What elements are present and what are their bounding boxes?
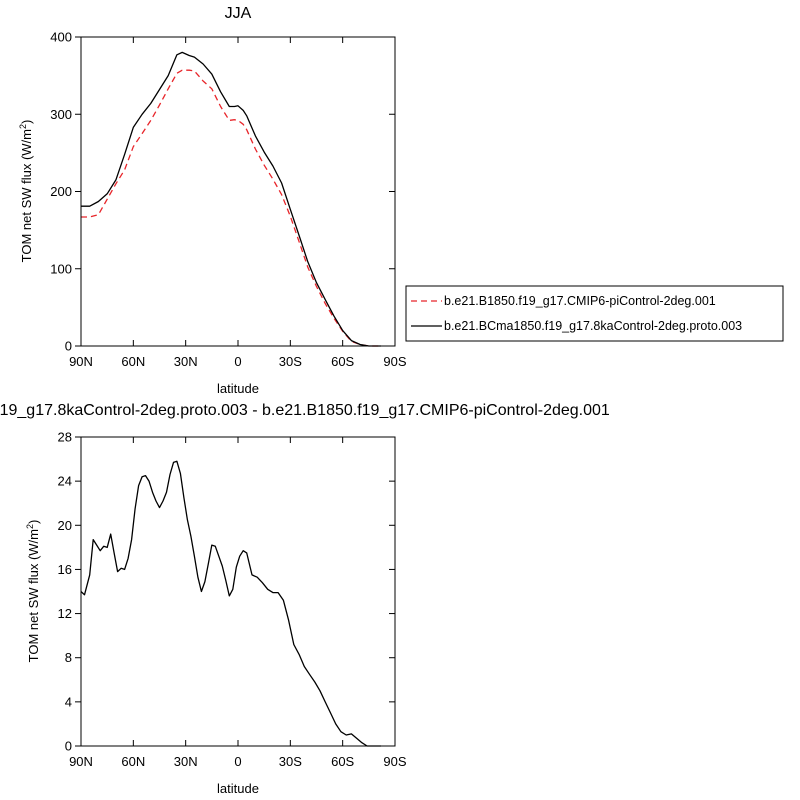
bottom-x-tick-label: 30S (279, 754, 302, 769)
top-x-tick-label: 60N (121, 354, 145, 369)
bottom-x-tick-label: 90N (69, 754, 93, 769)
bottom-y-axis-label-sup: 2 (25, 524, 35, 529)
bottom-x-tick-label: 60N (121, 754, 145, 769)
top-y-tick-label: 0 (65, 339, 72, 354)
top-x-tick-label: 90S (383, 354, 406, 369)
legend-label-series-2: b.e21.BCma1850.f19_g17.8kaControl-2deg.p… (444, 319, 742, 333)
top-y-axis-label-sup: 2 (18, 124, 28, 129)
top-y-tick-label: 400 (50, 30, 72, 45)
legend-label-series-1: b.e21.B1850.f19_g17.CMIP6-piControl-2deg… (444, 294, 716, 308)
top-panel: JJA 90N 60N 30N 0 30S 60S 90S 0 100 200 300 400 lat… (18, 5, 784, 396)
top-y-tick-label: 200 (50, 184, 72, 199)
bottom-x-axis-label: latitude (217, 781, 259, 796)
bottom-x-tick-label: 30N (174, 754, 198, 769)
top-plot-frame (80, 36, 396, 347)
top-x-tick-label: 0 (234, 354, 241, 369)
bottom-y-tick-label: 0 (65, 739, 72, 754)
bottom-y-tick-label: 16 (58, 562, 72, 577)
top-chart-title: JJA (225, 5, 252, 22)
bottom-y-tick-label: 28 (58, 430, 72, 445)
bottom-x-tick-label: 90S (383, 754, 406, 769)
bottom-series-group (80, 460, 381, 747)
legend: b.e21.B1850.f19_g17.CMIP6-piControl-2deg… (405, 285, 784, 342)
bottom-y-axis-label-end: ) (26, 520, 41, 524)
top-y-axis-label: TOM net SW flux (W/m2) (18, 120, 34, 263)
bottom-y-tick-label: 4 (65, 694, 72, 709)
bottom-series-line-1 (80, 460, 381, 747)
top-series-line-1 (81, 69, 381, 347)
bottom-axis-ticks: 90N 60N 30N 0 30S 60S 90S 0 4 8 12 16 20 24 28 (58, 430, 407, 770)
bottom-x-tick-label: 60S (331, 754, 354, 769)
bottom-plot-frame (80, 436, 396, 747)
bottom-y-tick-label: 8 (65, 650, 72, 665)
bottom-y-axis-label-main: TOM net SW flux (W/m (26, 529, 41, 662)
top-y-tick-label: 100 (50, 261, 72, 276)
top-x-axis-label: latitude (217, 381, 259, 396)
bottom-y-tick-label: 20 (58, 518, 72, 533)
top-x-tick-label: 30S (279, 354, 302, 369)
bottom-y-tick-label: 24 (58, 474, 72, 489)
top-series-line-2 (81, 51, 381, 347)
top-x-tick-label: 30N (174, 354, 198, 369)
top-y-tick-label: 300 (50, 107, 72, 122)
bottom-y-axis-label: TOM net SW flux (W/m2) (25, 520, 41, 663)
top-x-tick-label: 90N (69, 354, 93, 369)
top-y-axis-label-main: TOM net SW flux (W/m (19, 129, 34, 262)
bottom-panel: b.e21.BCma1850.f19_g17.8kaControl-2deg.p… (0, 402, 610, 796)
top-series-group (81, 51, 381, 347)
bottom-x-tick-label: 0 (234, 754, 241, 769)
bottom-chart-title: b.e21.BCma1850.f19_g17.8kaControl-2deg.p… (0, 402, 610, 419)
top-axis-ticks: 90N 60N 30N 0 30S 60S 90S 0 100 200 300 400 (50, 30, 407, 370)
legend-box (405, 285, 784, 342)
bottom-y-tick-label: 12 (58, 606, 72, 621)
top-y-axis-label-end: ) (19, 120, 34, 124)
top-x-tick-label: 60S (331, 354, 354, 369)
